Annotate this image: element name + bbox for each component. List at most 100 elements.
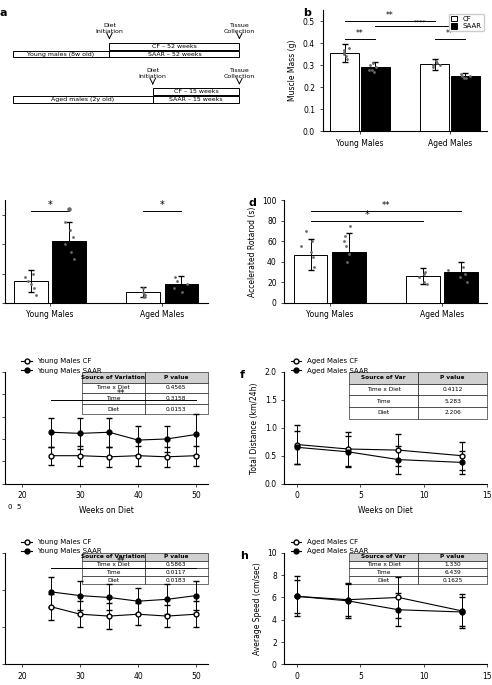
Point bbox=[341, 231, 349, 242]
Point bbox=[65, 203, 73, 214]
Legend: CF, SAAR: CF, SAAR bbox=[449, 14, 484, 32]
Text: Aged males (2y old): Aged males (2y old) bbox=[51, 97, 114, 102]
Text: SAAR – 15 weeks: SAAR – 15 weeks bbox=[169, 97, 223, 102]
Point bbox=[368, 64, 376, 75]
Point bbox=[343, 256, 351, 267]
Point bbox=[27, 279, 35, 290]
Point bbox=[66, 224, 74, 235]
Bar bbox=[406, 276, 440, 303]
Point bbox=[421, 277, 429, 288]
Point bbox=[415, 272, 423, 283]
Point bbox=[421, 266, 429, 277]
X-axis label: Weeks on Diet: Weeks on Diet bbox=[79, 506, 134, 515]
Text: Diet
Initiation: Diet Initiation bbox=[139, 68, 167, 79]
Bar bbox=[451, 76, 480, 132]
Point bbox=[445, 264, 453, 275]
Point bbox=[372, 62, 380, 73]
Legend: Young Males CF, Young Males SAAR: Young Males CF, Young Males SAAR bbox=[19, 356, 105, 376]
Text: h: h bbox=[240, 551, 248, 560]
Point bbox=[461, 73, 468, 84]
Point bbox=[369, 58, 377, 68]
Point bbox=[432, 55, 440, 66]
FancyBboxPatch shape bbox=[109, 51, 240, 58]
Point bbox=[171, 272, 179, 283]
Text: 0  5: 0 5 bbox=[8, 503, 21, 510]
Point bbox=[67, 246, 75, 257]
Point bbox=[61, 217, 68, 228]
FancyBboxPatch shape bbox=[13, 51, 109, 58]
Y-axis label: Muscle Mass (g): Muscle Mass (g) bbox=[288, 40, 297, 101]
Bar bbox=[332, 251, 366, 303]
Legend: Aged Males CF, Aged Males SAAR: Aged Males CF, Aged Males SAAR bbox=[288, 356, 371, 376]
Point bbox=[141, 290, 149, 301]
Text: **: ** bbox=[446, 29, 454, 38]
Point bbox=[30, 283, 38, 294]
Point bbox=[342, 53, 350, 64]
Point bbox=[346, 221, 354, 232]
Point bbox=[140, 288, 148, 299]
FancyBboxPatch shape bbox=[109, 43, 240, 49]
Point bbox=[32, 290, 40, 301]
Text: CF – 15 weeks: CF – 15 weeks bbox=[174, 89, 218, 94]
Point bbox=[429, 62, 437, 73]
FancyBboxPatch shape bbox=[153, 88, 240, 95]
Point bbox=[420, 269, 428, 279]
Point bbox=[69, 232, 77, 242]
Text: Young males (8w old): Young males (8w old) bbox=[28, 51, 94, 57]
Point bbox=[340, 45, 348, 55]
X-axis label: Weeks on Diet: Weeks on Diet bbox=[358, 506, 413, 515]
Point bbox=[170, 283, 178, 294]
FancyBboxPatch shape bbox=[153, 96, 240, 103]
Point bbox=[308, 246, 315, 257]
Point bbox=[173, 275, 181, 286]
Y-axis label: Average Speed (cm/sec): Average Speed (cm/sec) bbox=[253, 562, 262, 655]
Point bbox=[310, 262, 318, 273]
Text: **: ** bbox=[356, 29, 364, 38]
Point bbox=[457, 272, 464, 283]
Bar bbox=[330, 53, 359, 132]
Text: ****: **** bbox=[414, 20, 427, 25]
Point bbox=[340, 236, 348, 247]
Text: *: * bbox=[160, 200, 165, 210]
Bar bbox=[294, 255, 327, 303]
Text: **: ** bbox=[386, 11, 394, 20]
Point bbox=[184, 279, 191, 290]
Bar bbox=[126, 292, 160, 303]
Point bbox=[433, 58, 441, 68]
Point bbox=[423, 279, 430, 290]
Bar bbox=[14, 281, 48, 303]
Point bbox=[365, 64, 373, 75]
Point bbox=[435, 60, 443, 71]
Point bbox=[303, 225, 310, 236]
Text: a: a bbox=[0, 8, 7, 18]
Point bbox=[466, 71, 474, 82]
Point bbox=[459, 71, 466, 82]
Point bbox=[341, 241, 349, 252]
Point bbox=[457, 68, 464, 79]
Point bbox=[139, 283, 147, 294]
Text: *: * bbox=[364, 210, 369, 220]
Legend: Aged Males CF, Aged Males SAAR: Aged Males CF, Aged Males SAAR bbox=[288, 536, 371, 557]
Point bbox=[344, 248, 352, 259]
Point bbox=[140, 291, 148, 302]
Legend: Young Males CF, Young Males SAAR: Young Males CF, Young Males SAAR bbox=[19, 536, 105, 557]
Point bbox=[62, 239, 69, 250]
Point bbox=[340, 47, 348, 58]
Point bbox=[342, 51, 350, 62]
Text: **: ** bbox=[117, 388, 125, 398]
Text: SAAR – 52 weeks: SAAR – 52 weeks bbox=[148, 51, 201, 57]
Point bbox=[463, 277, 471, 288]
Bar bbox=[420, 64, 449, 132]
Point bbox=[459, 262, 466, 273]
Point bbox=[24, 275, 32, 286]
Point bbox=[70, 253, 78, 264]
Text: d: d bbox=[248, 199, 256, 208]
Text: Diet
Initiation: Diet Initiation bbox=[95, 23, 123, 34]
Text: b: b bbox=[303, 8, 311, 18]
Point bbox=[297, 241, 305, 252]
Y-axis label: Total Distance (km/24h): Total Distance (km/24h) bbox=[250, 382, 259, 473]
Bar bbox=[52, 240, 86, 303]
Point bbox=[462, 73, 470, 84]
Point bbox=[370, 66, 378, 77]
Y-axis label: Accelerated Rotarod (s): Accelerated Rotarod (s) bbox=[248, 206, 257, 297]
